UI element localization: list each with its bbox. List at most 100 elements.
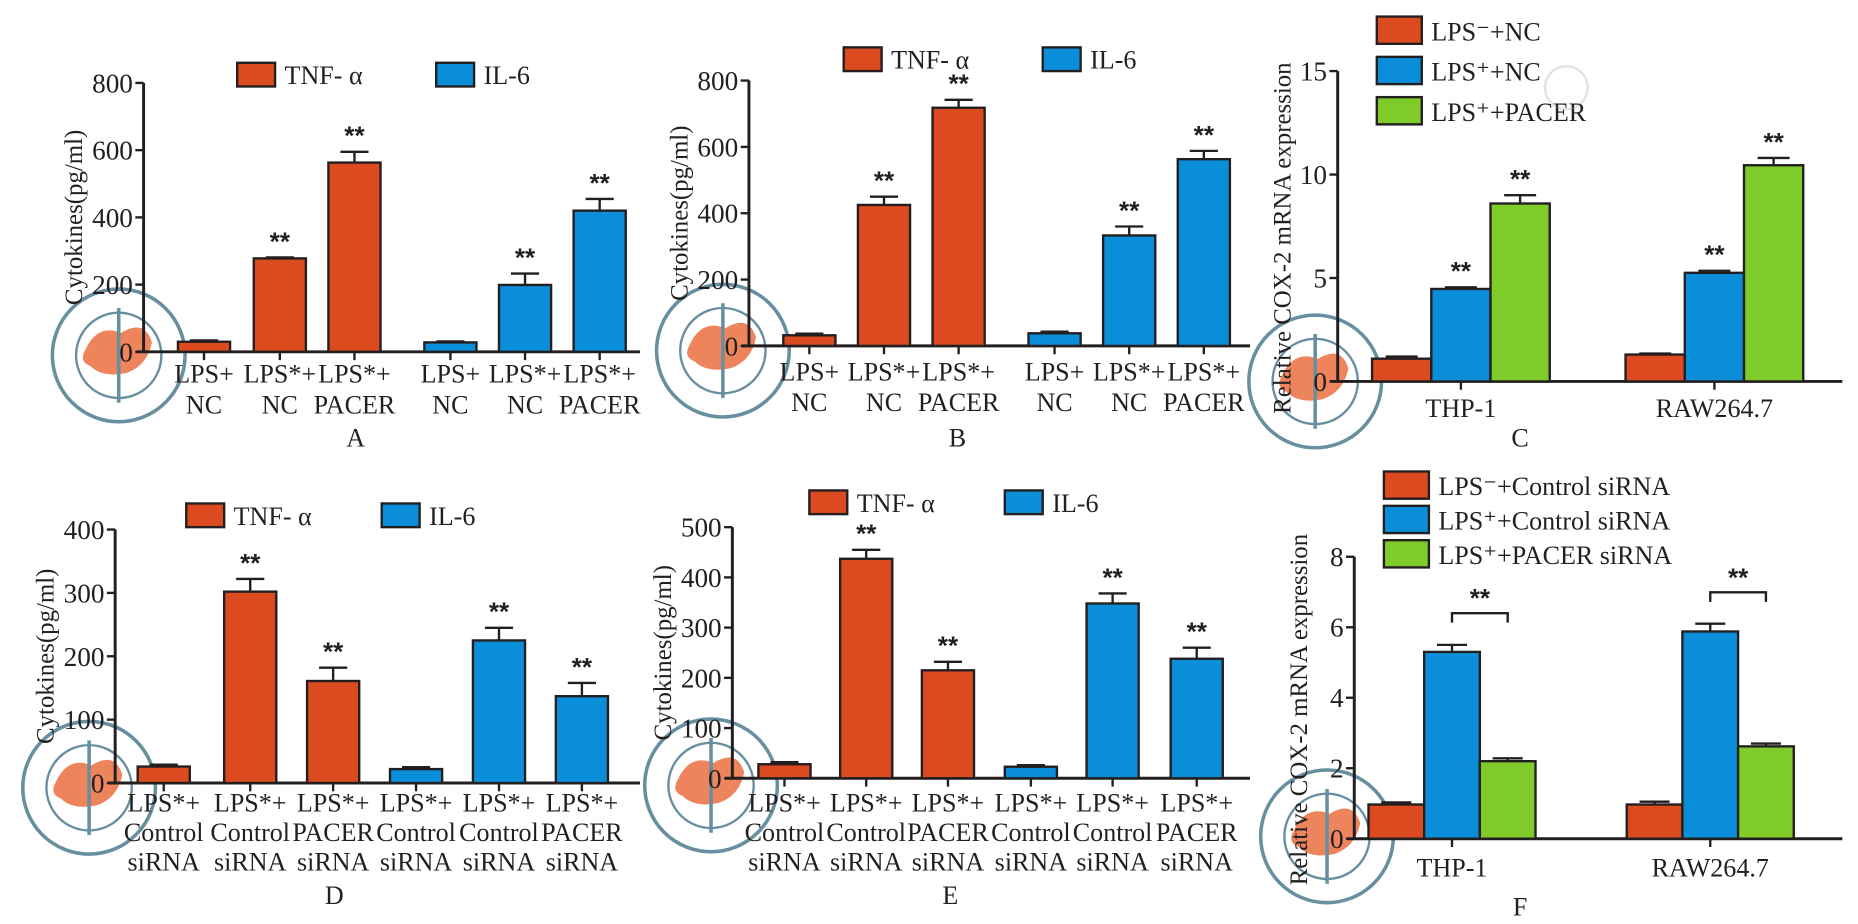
y-tick-label: 400 <box>64 515 105 545</box>
y-tick-label: 500 <box>681 513 722 543</box>
panel-label: B <box>949 424 966 453</box>
y-tick-label: 6 <box>1330 613 1344 643</box>
seal-outer-ring <box>654 282 791 419</box>
panel-label: D <box>325 881 344 910</box>
bar <box>1176 157 1232 348</box>
x-tick-label: siRNA <box>830 848 903 877</box>
x-tick-label: siRNA <box>297 848 370 877</box>
x-tick-label: siRNA <box>1076 848 1149 877</box>
legend-label: LPS⁺+Control siRNA <box>1438 507 1670 536</box>
watermark <box>1543 65 1589 111</box>
bar <box>471 639 527 785</box>
x-tick-label: LPS*+ <box>1076 788 1149 817</box>
bar <box>782 334 837 348</box>
legend-label: TNF- α <box>234 502 312 531</box>
x-tick-label: PACER <box>292 818 374 847</box>
x-tick-label: PACER <box>907 818 989 847</box>
bar <box>1489 202 1551 383</box>
bar <box>1430 287 1492 383</box>
x-tick-label: LPS*+ <box>830 788 903 817</box>
y-axis-label: Relative COX-2 mRNA expression <box>1286 533 1313 885</box>
x-tick-label: siRNA <box>912 848 985 877</box>
panel-label: A <box>346 424 365 453</box>
x-tick-label: LPS*+ <box>995 788 1068 817</box>
x-tick-label: NC <box>186 390 222 419</box>
legend-swatch <box>236 61 277 88</box>
legend-swatch <box>380 502 421 529</box>
x-tick-label: LPS*+ <box>127 788 200 817</box>
significance-marker: ** <box>856 519 877 549</box>
bar <box>1742 164 1805 383</box>
x-tick-label: LPS*+ <box>244 360 317 389</box>
panel-e: 0100200300400500Cytokines(pg/ml)ELPS*+Co… <box>642 489 1251 910</box>
x-tick-label: PACER <box>1163 388 1245 417</box>
bar <box>305 679 361 785</box>
chinese-medical-association-seal <box>50 287 187 424</box>
legend-swatch <box>1382 470 1431 500</box>
legend-label: LPS⁺+PACER <box>1431 98 1587 127</box>
x-tick-label: siRNA <box>380 848 453 877</box>
y-tick-label: 300 <box>681 613 722 643</box>
y-tick-label: 0 <box>1330 824 1344 854</box>
legend-label: IL-6 <box>429 502 475 531</box>
bar <box>497 283 553 354</box>
x-tick-label: LPS*+ <box>1093 357 1166 386</box>
legend-swatch <box>842 46 883 73</box>
significance-marker: ** <box>1194 120 1215 150</box>
legend-swatch <box>185 502 226 529</box>
y-axis-label: Relative COX-2 mRNA expression <box>1269 62 1296 414</box>
legend-label: TNF- α <box>891 46 969 75</box>
x-tick-label: LPS*+ <box>463 788 536 817</box>
bar <box>136 765 191 785</box>
bar <box>1003 765 1059 780</box>
legend-label: IL-6 <box>484 61 530 90</box>
panel-label: C <box>1511 424 1528 453</box>
significance-marker: ** <box>323 637 344 667</box>
chinese-medical-association-seal <box>642 717 780 854</box>
y-axis-label: Cytokines(pg/ml) <box>666 126 693 301</box>
x-tick-label: LPS*+ <box>912 788 985 817</box>
x-tick-label: Control <box>210 818 290 847</box>
bar <box>931 106 986 348</box>
bar <box>1367 803 1426 840</box>
y-tick-label: 100 <box>64 705 105 735</box>
legend-label: LPS⁺+NC <box>1431 58 1541 87</box>
significance-bracket <box>1450 611 1509 623</box>
legend-swatch <box>435 61 476 88</box>
legend-label: LPS⁺+PACER siRNA <box>1438 541 1672 570</box>
y-tick-label: 300 <box>64 578 105 608</box>
bar <box>327 161 382 354</box>
significance-marker: ** <box>489 597 510 627</box>
y-tick-label: 200 <box>64 642 105 672</box>
y-tick-label: 15 <box>1300 57 1327 87</box>
x-tick-label: NC <box>1111 388 1147 417</box>
x-tick-label: NC <box>866 388 902 417</box>
y-tick-label: 800 <box>92 68 133 98</box>
seal-outer-ring <box>20 719 158 856</box>
significance-marker: ** <box>590 168 611 198</box>
x-tick-label: siRNA <box>995 848 1068 877</box>
x-tick-label: Control <box>991 818 1071 847</box>
legend-swatch <box>1375 55 1423 86</box>
panel-f: 0 2 4 6 8 Relative COX-2 mRNA expression F THP-… <box>1258 470 1843 922</box>
significance-marker: ** <box>938 631 959 661</box>
bar <box>572 209 627 354</box>
bar <box>176 340 232 354</box>
y-tick-label: 2 <box>1330 754 1344 784</box>
x-tick-label: PACER <box>314 390 396 419</box>
significance-marker: ** <box>1451 256 1472 286</box>
x-tick-label: PACER <box>918 388 1000 417</box>
y-tick-label: 400 <box>697 199 738 229</box>
bar <box>1478 759 1537 840</box>
x-tick-label: LPS+ <box>174 360 234 389</box>
significance-marker: ** <box>1102 562 1123 592</box>
bar <box>1085 602 1140 780</box>
bar <box>388 767 444 785</box>
x-tick-label: siRNA <box>1161 848 1234 877</box>
y-axis-label: Cytokines(pg/ml) <box>33 569 60 744</box>
legend-label: LPS⁻+Control siRNA <box>1438 472 1670 501</box>
x-tick-label: LPS*+ <box>380 788 453 817</box>
x-tick-label: Control <box>459 818 539 847</box>
legend-swatch <box>1041 46 1082 73</box>
x-tick-label: LPS*+ <box>748 788 821 817</box>
